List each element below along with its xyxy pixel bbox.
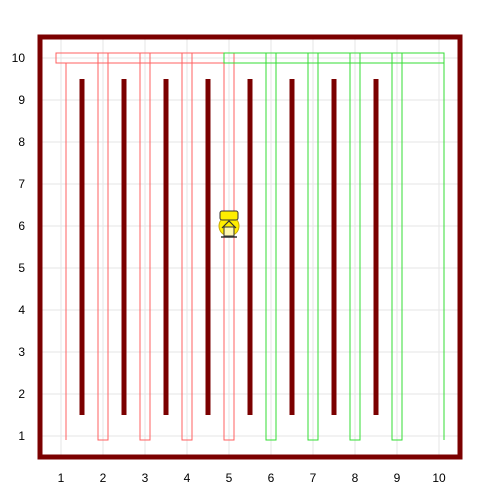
y-tick-label: 5	[18, 261, 25, 275]
wall-4	[163, 79, 169, 415]
x-tick-label: 5	[226, 471, 233, 485]
red-path-column-2	[97, 52, 109, 441]
y-tick-label: 1	[18, 429, 25, 443]
x-tick-label: 4	[184, 471, 191, 485]
x-tick-label: 8	[352, 471, 359, 485]
green-path-column-7	[307, 52, 319, 441]
x-tick-label: 2	[100, 471, 107, 485]
y-tick-label: 9	[18, 93, 25, 107]
y-tick-label: 6	[18, 219, 25, 233]
robot-icon	[218, 210, 240, 238]
y-tick-label: 2	[18, 387, 25, 401]
robot-door	[223, 226, 235, 237]
y-tick-label: 8	[18, 135, 25, 149]
x-axis-labels: 1 2 3 4 5 6 7 8 9 10	[58, 471, 446, 485]
wall-8	[331, 79, 337, 415]
wall-3	[121, 79, 127, 415]
green-path-column-8	[349, 52, 361, 441]
arena-border	[37, 34, 463, 460]
red-path-column-3	[139, 52, 151, 441]
wall-7	[289, 79, 295, 415]
robot-head	[219, 210, 239, 221]
y-tick-label: 7	[18, 177, 25, 191]
y-tick-label: 4	[18, 303, 25, 317]
x-tick-label: 3	[142, 471, 149, 485]
x-tick-label: 7	[310, 471, 317, 485]
green-path-column-9	[391, 52, 403, 441]
red-path-column-4	[181, 52, 193, 441]
x-tick-label: 6	[268, 471, 275, 485]
wall-5	[205, 79, 211, 415]
wall-2	[79, 79, 85, 415]
wall-9	[373, 79, 379, 415]
y-tick-label: 3	[18, 345, 25, 359]
x-tick-label: 9	[394, 471, 401, 485]
green-path-column-6	[265, 52, 277, 441]
x-tick-label: 10	[432, 471, 446, 485]
y-axis-labels: 1 2 3 4 5 6 7 8 9 10	[12, 51, 26, 443]
maze-walls	[79, 79, 379, 415]
y-tick-label: 10	[12, 51, 26, 65]
agent-paths	[55, 52, 445, 441]
x-tick-label: 1	[58, 471, 65, 485]
wall-6	[247, 79, 253, 415]
robot-roof	[221, 220, 237, 229]
green-path-top-connector	[223, 52, 445, 64]
